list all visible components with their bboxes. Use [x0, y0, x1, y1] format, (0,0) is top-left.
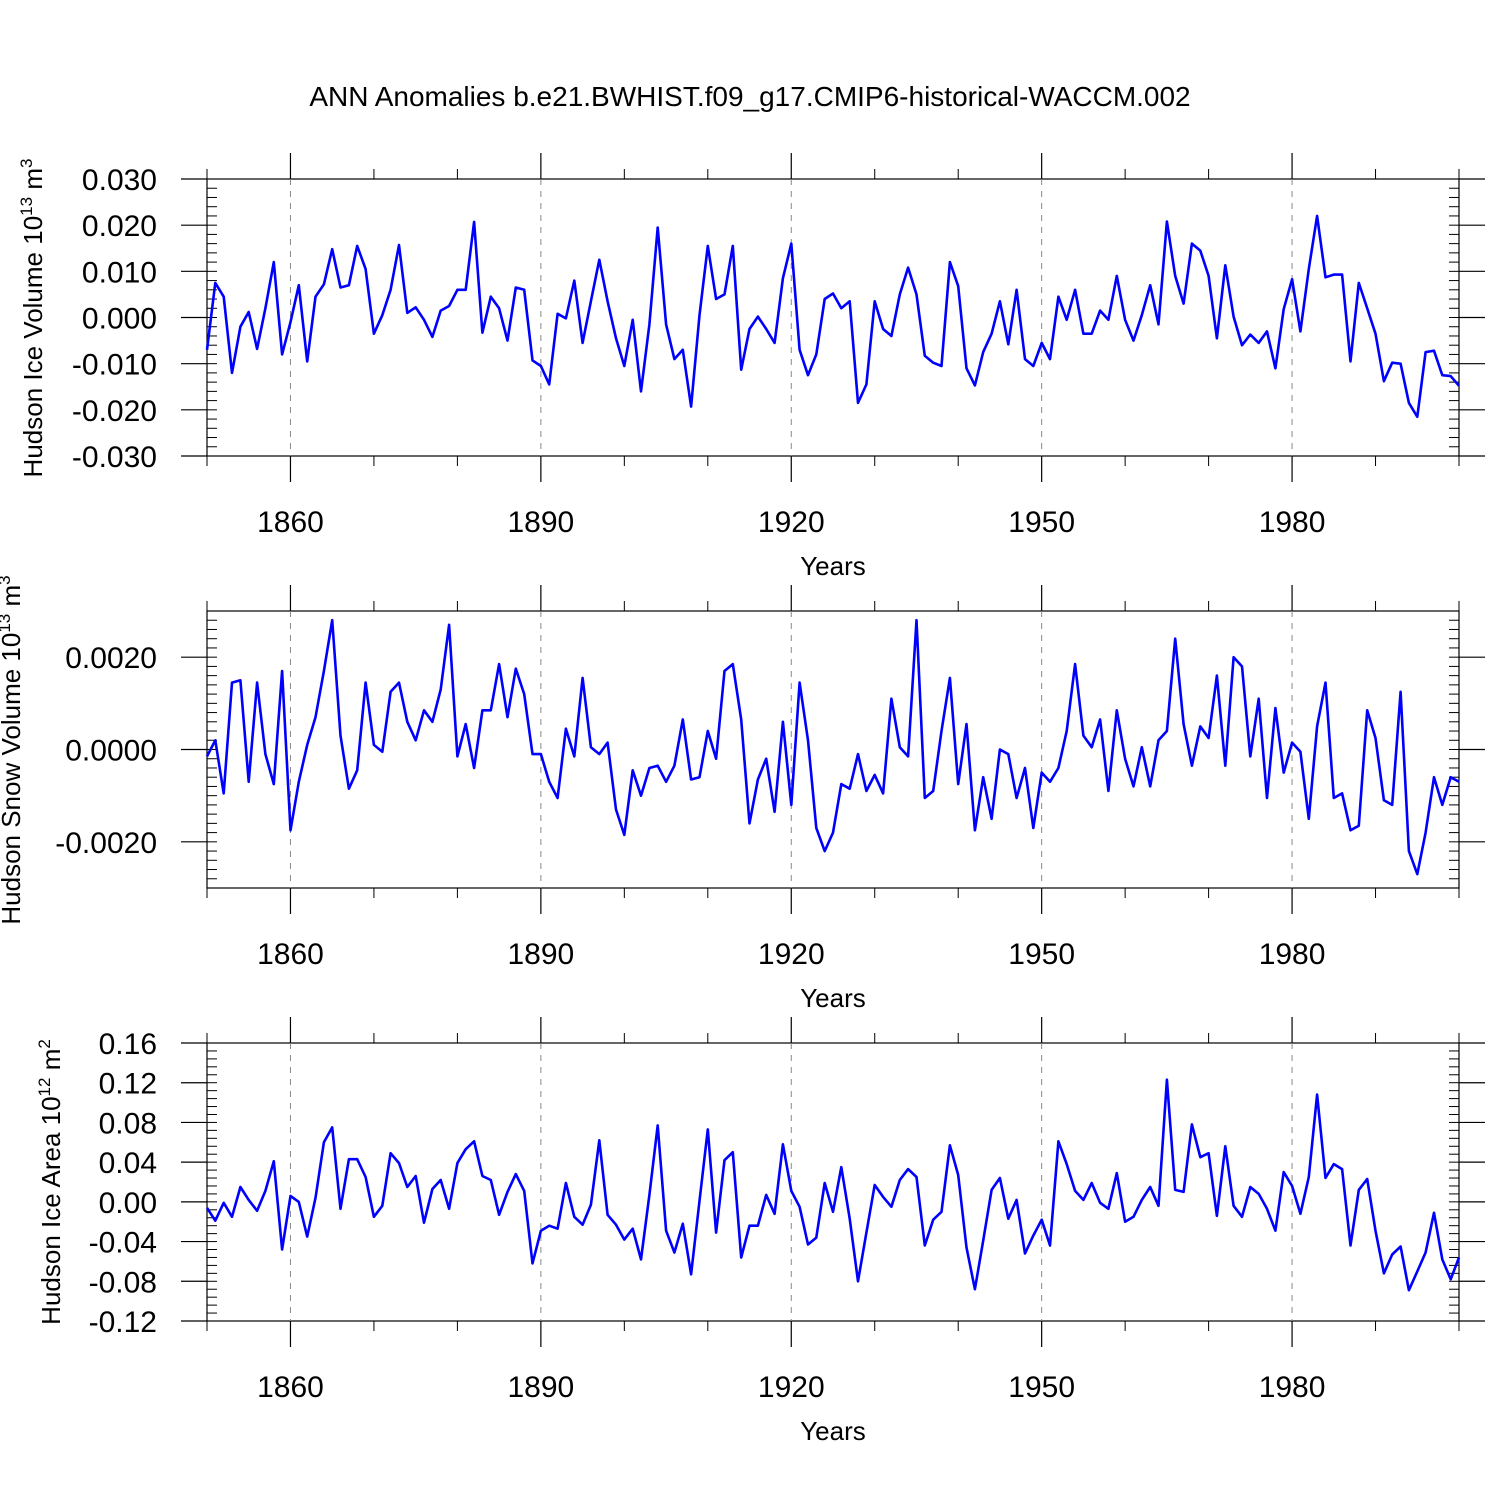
- y-tick-label: 0.16: [99, 1028, 157, 1061]
- y-tick-label: 0.020: [82, 210, 157, 243]
- y-tick-label: 0.0020: [65, 642, 157, 675]
- y-axis-label-text: Hudson Snow Volume 10: [0, 633, 26, 925]
- x-tick-label: 1950: [1008, 938, 1075, 971]
- y-tick-label: 0.030: [82, 164, 157, 197]
- y-tick-label: 0.00: [99, 1187, 157, 1220]
- y-tick-label: 0.04: [99, 1147, 157, 1180]
- y-tick-label: -0.12: [89, 1306, 157, 1339]
- x-axis-label: Years: [800, 551, 866, 581]
- y-axis-label-text: Hudson Ice Area 10: [36, 1096, 66, 1324]
- x-axis-label: Years: [800, 1416, 866, 1446]
- y-axis-label-unit-exponent: 3: [17, 159, 36, 168]
- y-tick-label: -0.04: [89, 1227, 157, 1260]
- plot-frame: [206, 1042, 1460, 1322]
- y-axis-label-unit: m: [0, 585, 26, 614]
- y-axis-label-unit: m: [18, 168, 48, 197]
- y-tick-label: 0.010: [82, 256, 157, 289]
- y-tick-label: -0.020: [72, 395, 157, 428]
- y-tick-label: -0.010: [72, 349, 157, 382]
- x-tick-label: 1860: [257, 1371, 324, 1404]
- y-tick-label: -0.030: [72, 441, 157, 474]
- x-tick-label: 1920: [758, 938, 825, 971]
- y-axis-label-text: Hudson Ice Volume 10: [18, 216, 48, 478]
- series-line: [205, 618, 1460, 876]
- x-tick-label: 1980: [1259, 1371, 1326, 1404]
- x-tick-label: 1890: [507, 1371, 574, 1404]
- panel-ice-area: 1860 1890 1920 1950 1980 0.16 0.12 0.08 0.04 0.00…: [35, 1017, 1485, 1446]
- y-axis-label-unit: m: [36, 1049, 66, 1078]
- y-axis-label-unit-exponent: 2: [35, 1039, 54, 1048]
- y-tick-label: 0.0000: [65, 735, 157, 768]
- y-tick-label: 0.12: [99, 1068, 157, 1101]
- plot-frame: [206, 178, 1460, 457]
- y-tick-label: -0.08: [89, 1266, 157, 1299]
- x-tick-label: 1920: [758, 506, 825, 539]
- y-axis-label: Hudson Ice Volume 1013 m3: [17, 159, 48, 478]
- x-tick-label: 1950: [1008, 1371, 1075, 1404]
- x-tick-label: 1890: [507, 938, 574, 971]
- x-tick-label: 1860: [257, 938, 324, 971]
- y-axis-label-exponent: 13: [17, 197, 36, 216]
- x-tick-label: 1860: [257, 506, 324, 539]
- chart-title: ANN Anomalies b.e21.BWHIST.f09_g17.CMIP6…: [309, 81, 1190, 112]
- series-line: [205, 1078, 1461, 1292]
- y-axis-label: Hudson Snow Volume 1013 m3: [0, 575, 26, 924]
- x-tick-label: 1920: [758, 1371, 825, 1404]
- x-axis-label: Years: [800, 983, 866, 1013]
- x-tick-label: 1980: [1259, 938, 1326, 971]
- series-line: [205, 214, 1460, 419]
- y-axis-label-exponent: 13: [0, 614, 14, 633]
- y-tick-label: 0.000: [82, 303, 157, 336]
- x-tick-label: 1980: [1259, 506, 1326, 539]
- y-axis-label: Hudson Ice Area 1012 m2: [35, 1039, 66, 1325]
- panel-ice-volume: 1860 1890 1920 1950 1980 0.030 0.020 0.010 0.000…: [17, 153, 1485, 581]
- panel-snow-volume: 1860 1890 1920 1950 1980 0.0020 0.0000 -0.0020 Y…: [0, 575, 1485, 1013]
- y-axis-label-unit-exponent: 3: [0, 575, 14, 584]
- y-tick-label: -0.0020: [55, 827, 157, 860]
- y-axis-label-exponent: 12: [35, 1078, 54, 1097]
- x-tick-label: 1890: [507, 506, 574, 539]
- x-tick-label: 1950: [1008, 506, 1075, 539]
- y-tick-label: 0.08: [99, 1107, 157, 1140]
